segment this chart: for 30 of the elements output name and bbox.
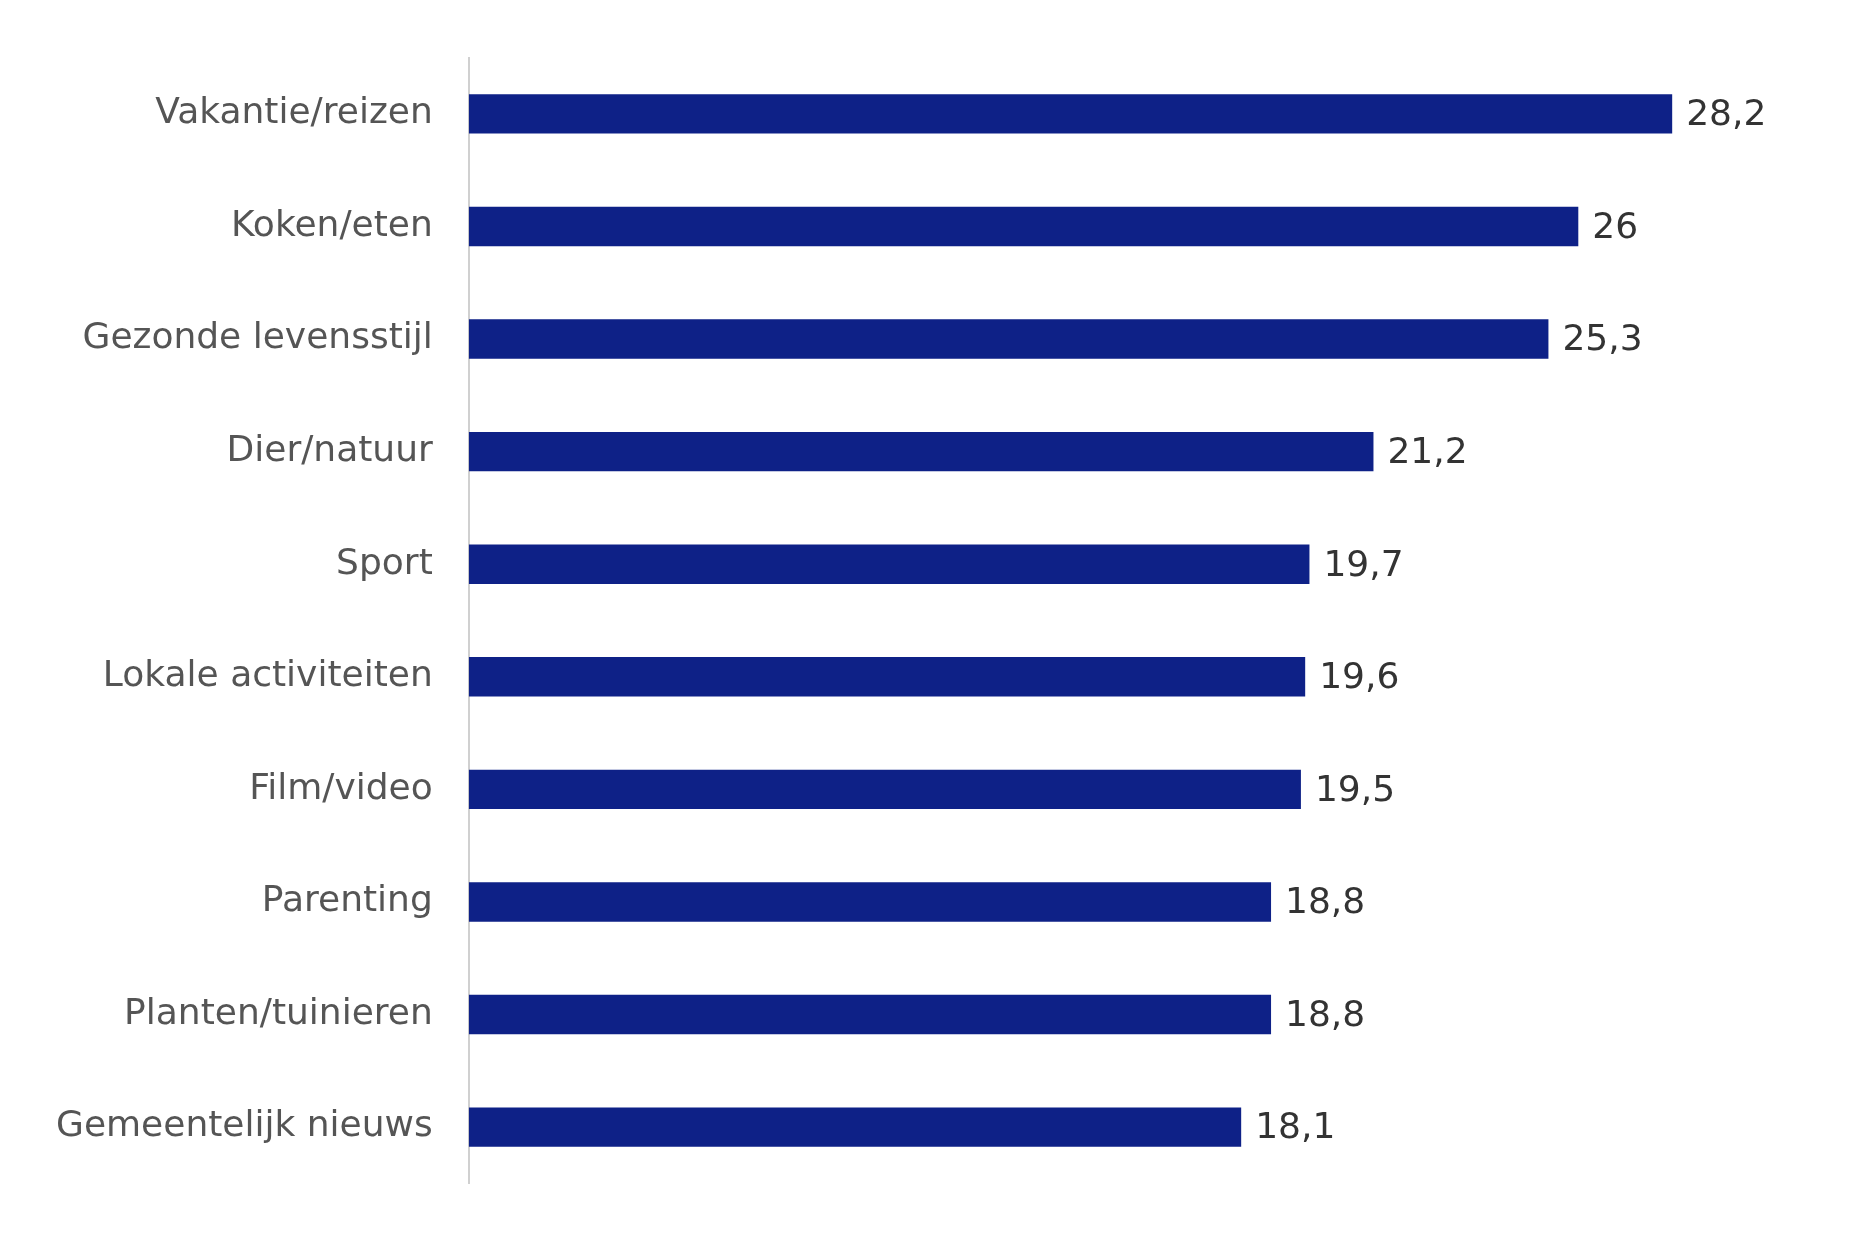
bar [468, 882, 1272, 922]
data-label: 18,8 [1285, 880, 1366, 922]
data-label: 19,6 [1319, 655, 1400, 697]
y-tick-label: Parenting [261, 878, 433, 920]
bar [468, 769, 1301, 810]
y-tick-label: Dier/natuur [226, 427, 433, 469]
y-tick-label: Sport [336, 540, 433, 582]
bar [468, 994, 1272, 1035]
bar [468, 544, 1310, 584]
y-tick-label: Gezonde levensstijl [82, 315, 433, 357]
y-tick-label: Film/video [249, 765, 433, 807]
y-tick-label: Lokale activiteiten [102, 653, 433, 695]
data-label: 19,7 [1323, 542, 1404, 584]
data-label: 18,1 [1255, 1105, 1336, 1147]
data-label: 28,2 [1686, 92, 1767, 134]
bar [468, 1107, 1242, 1147]
bar [468, 206, 1579, 247]
data-label: 21,2 [1387, 429, 1468, 471]
bar [468, 94, 1673, 134]
data-label: 18,8 [1285, 992, 1366, 1034]
bar [468, 657, 1306, 697]
y-tick-label: Planten/tuinieren [124, 990, 433, 1032]
y-tick-label: Gemeentelijk nieuws [55, 1103, 433, 1145]
data-label: 26 [1592, 204, 1639, 246]
data-label: 19,5 [1314, 767, 1396, 809]
bar [468, 431, 1374, 472]
bar [468, 319, 1549, 359]
y-tick-label: Vakantie/reizen [155, 90, 433, 132]
data-label: 25,3 [1562, 317, 1643, 359]
y-tick-label: Koken/eten [231, 202, 433, 244]
